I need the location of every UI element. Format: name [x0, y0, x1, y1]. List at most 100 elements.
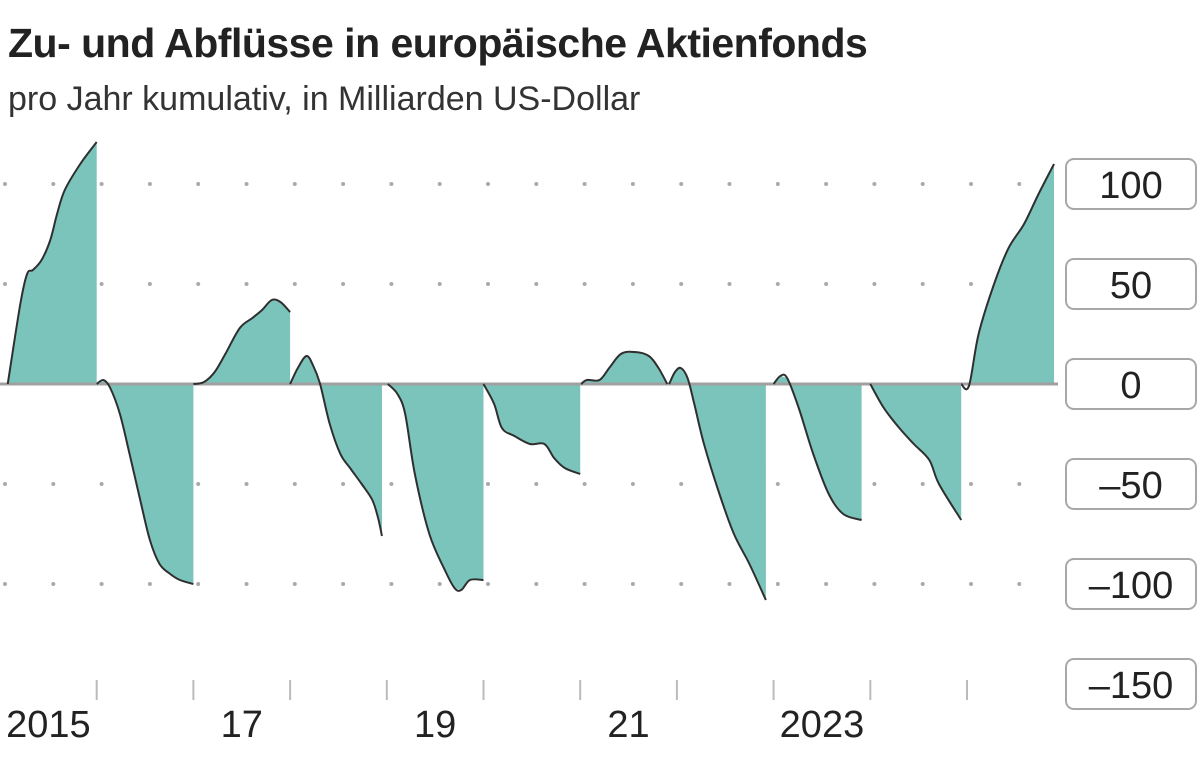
- grid-dot: [534, 282, 539, 286]
- y-tick-box: –100: [1065, 558, 1197, 610]
- grid-dot: [196, 482, 201, 486]
- grid-dot: [292, 582, 297, 586]
- area-segment-8: [773, 376, 862, 520]
- grid-dot: [147, 182, 152, 186]
- y-tick-label: –100: [1089, 565, 1174, 607]
- grid-dot: [51, 482, 56, 486]
- grid-dot: [244, 482, 249, 486]
- line-segment-10: [960, 163, 1055, 391]
- grid-dot: [292, 282, 297, 286]
- grid-dot: [99, 482, 104, 486]
- chart-title: Zu- und Abflüsse in europäische Aktienfo…: [8, 20, 868, 66]
- grid-dot: [534, 182, 539, 186]
- chart-subtitle: pro Jahr kumulativ, in Milliarden US-Dol…: [8, 80, 641, 118]
- area-segment-1: [96, 380, 194, 584]
- line-segment-2: [193, 298, 291, 385]
- y-tick-frame: [1065, 658, 1197, 710]
- y-tick-label: 50: [1110, 265, 1152, 307]
- x-tick-label: 19: [414, 704, 456, 746]
- grid-dot: [389, 482, 394, 486]
- grid-dot: [920, 482, 925, 486]
- grid-dot: [872, 282, 877, 286]
- x-tick-label: 2015: [6, 704, 91, 746]
- grid-dot: [486, 482, 490, 486]
- grid-dot: [775, 582, 780, 586]
- grid-dot: [727, 182, 732, 186]
- grid-dot: [99, 282, 104, 286]
- y-tick-box: 0: [1065, 358, 1197, 410]
- y-tick-box: 100: [1065, 158, 1197, 210]
- grid-dot: [3, 482, 7, 486]
- grid-dot: [582, 482, 587, 486]
- y-tick-box: 50: [1065, 258, 1197, 310]
- grid-dot: [727, 582, 732, 586]
- grid-dot: [630, 482, 635, 486]
- gridline: [3, 282, 1022, 286]
- grid-dot: [486, 182, 490, 186]
- grid-dot: [920, 282, 925, 286]
- gridline: [3, 582, 1022, 586]
- grid-dot: [196, 182, 201, 186]
- grid-dot: [630, 582, 635, 586]
- line-segment-8: [772, 373, 862, 521]
- grid-dot: [534, 582, 539, 586]
- y-tick-label: 0: [1120, 365, 1141, 407]
- y-tick-frame: [1065, 258, 1197, 310]
- grid-dot: [920, 582, 925, 586]
- grid-dot: [389, 182, 394, 186]
- area-segment-10: [961, 164, 1055, 386]
- area-segment-6: [581, 352, 668, 384]
- grid-dot: [1017, 582, 1022, 586]
- grid-dot: [679, 282, 684, 286]
- y-tick-box: –50: [1065, 458, 1197, 510]
- grid-dot: [437, 582, 442, 586]
- grid-dot: [969, 282, 973, 286]
- grid-dot: [969, 582, 973, 586]
- line-segment-4: [387, 383, 484, 592]
- grid-dot: [292, 482, 297, 486]
- grid-dot: [341, 482, 346, 486]
- grid-dot: [341, 582, 346, 586]
- grid-dot: [51, 582, 56, 586]
- grid-dot: [969, 482, 973, 486]
- grid-dot: [389, 282, 394, 286]
- grid-dot: [679, 582, 684, 586]
- line-segment-1: [96, 378, 194, 585]
- grid-dot: [679, 182, 684, 186]
- y-tick-box: –150: [1065, 658, 1197, 710]
- grid-dot: [872, 182, 877, 186]
- y-tick-label: –50: [1099, 465, 1162, 507]
- grid-dot: [341, 182, 346, 186]
- line-segment-9: [869, 383, 963, 521]
- x-tick-label: 17: [221, 704, 263, 746]
- line-segment-0: [6, 141, 98, 385]
- line-segment-7: [668, 366, 767, 601]
- grid-dot: [486, 582, 490, 586]
- grid-dot: [775, 182, 780, 186]
- grid-dot: [534, 482, 539, 486]
- grid-dot: [582, 282, 587, 286]
- y-tick-label: 100: [1099, 165, 1162, 207]
- grid-dot: [727, 282, 732, 286]
- grid-dot: [147, 582, 152, 586]
- grid-dot: [582, 182, 587, 186]
- grid-dot: [582, 582, 587, 586]
- grid-dot: [824, 282, 829, 286]
- grid-dot: [196, 582, 201, 586]
- grid-dot: [630, 182, 635, 186]
- grid-dot: [389, 582, 394, 586]
- grid-dot: [679, 482, 684, 486]
- grid-dot: [824, 582, 829, 586]
- x-tick-label: 2023: [780, 704, 865, 746]
- grid-dot: [99, 582, 104, 586]
- area-segment-9: [870, 384, 962, 520]
- area-segment-5: [483, 384, 581, 474]
- line-segment-6: [580, 350, 669, 385]
- grid-dot: [920, 182, 925, 186]
- grid-dot: [872, 582, 877, 586]
- y-tick-frame: [1065, 358, 1197, 410]
- grid-dot: [244, 182, 249, 186]
- y-tick-frame: [1065, 558, 1197, 610]
- grid-dot: [196, 282, 201, 286]
